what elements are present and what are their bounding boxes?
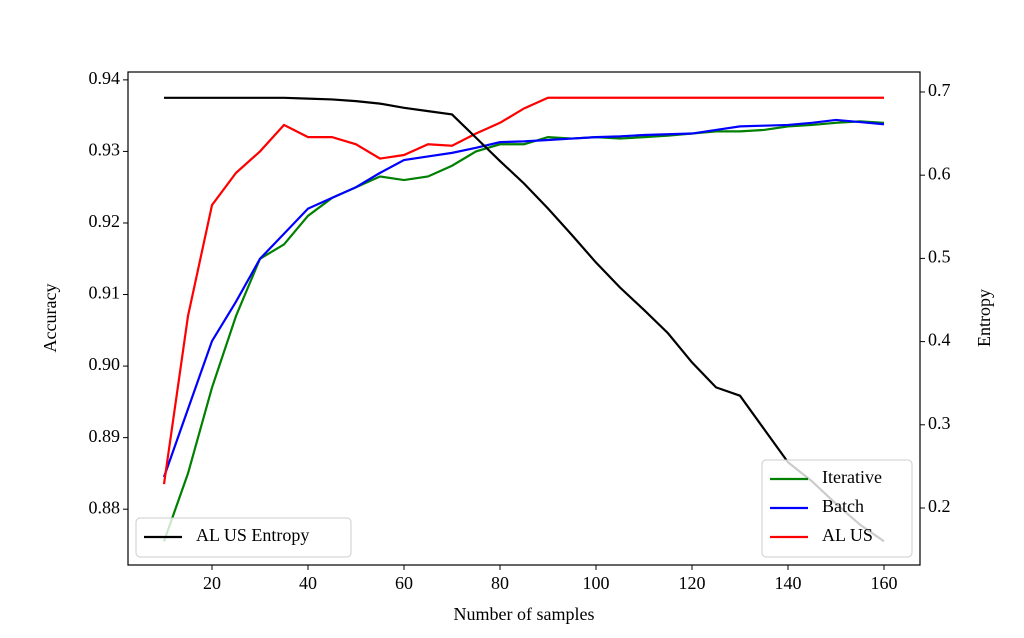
y-tick-label: 0.93 (89, 140, 121, 160)
y2-tick-label: 0.7 (928, 80, 951, 100)
y-tick-label: 0.89 (89, 426, 121, 446)
y2-tick-label: 0.5 (928, 247, 951, 267)
x-tick-label: 120 (679, 573, 706, 593)
x-tick-label: 40 (299, 573, 317, 593)
x-tick-label: 160 (871, 573, 898, 593)
x-tick-label: 140 (775, 573, 802, 593)
x-tick-label: 80 (491, 573, 509, 593)
y-tick-label: 0.94 (89, 68, 121, 88)
x-axis-label: Number of samples (454, 604, 595, 624)
legend-label: Iterative (822, 467, 882, 487)
series-line (162, 96, 884, 485)
series-line (162, 118, 885, 478)
y-tick-label: 0.88 (89, 497, 121, 517)
plot-frame (127, 71, 921, 566)
legend-box (761, 459, 913, 558)
legend-label: Batch (822, 496, 864, 516)
legend-label: AL US (822, 525, 873, 545)
legend-box (135, 517, 352, 558)
y2-tick-label: 0.3 (928, 413, 951, 433)
y-tick-label: 0.92 (89, 211, 121, 231)
legend-label: AL US Entropy (196, 525, 309, 545)
x-tick-label: 20 (203, 573, 221, 593)
y2-axis-label: Entropy (974, 289, 994, 347)
x-tick-label: 100 (583, 573, 610, 593)
y2-tick-label: 0.2 (928, 496, 951, 516)
y-tick-label: 0.91 (89, 283, 121, 303)
y2-tick-label: 0.4 (928, 330, 951, 350)
y-tick-label: 0.90 (89, 354, 121, 374)
series-line (164, 96, 885, 543)
y2-tick-label: 0.6 (928, 163, 951, 183)
series-line (162, 120, 885, 542)
x-tick-label: 60 (395, 573, 413, 593)
y-axis-label: Accuracy (40, 284, 60, 353)
